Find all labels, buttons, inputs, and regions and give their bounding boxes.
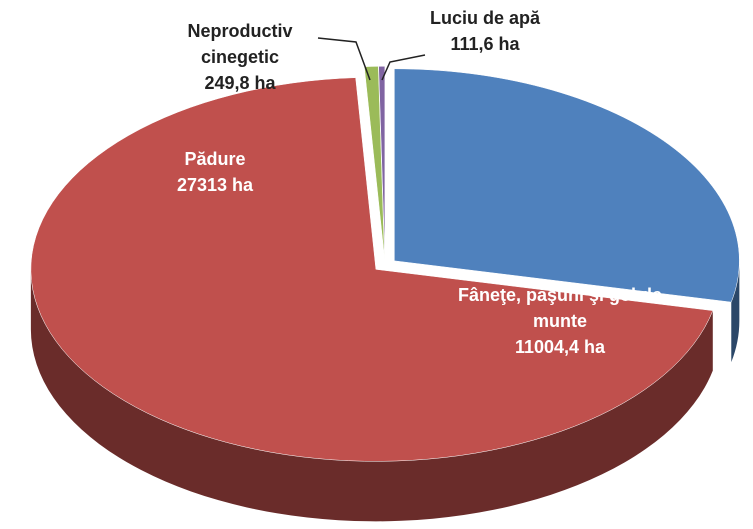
- value-label: 11004,4 ha: [514, 337, 606, 357]
- slice-side: [30, 269, 713, 522]
- category-label: Neproductiv cinegetic: [187, 21, 293, 67]
- category-label: Luciu de apă: [429, 8, 541, 28]
- slice: [30, 77, 714, 522]
- slice-label: Neproductiv cinegetic 249,8 ha: [160, 18, 320, 96]
- slice-side: [731, 260, 740, 363]
- leader-line: [317, 37, 371, 81]
- slice-label: Fâneţe, păşuni şi gol de munte 11004,4 h…: [455, 282, 665, 360]
- slice-top: [378, 66, 386, 259]
- category-label: Fâneţe, păşuni şi gol de munte: [457, 285, 663, 331]
- slice-top: [394, 68, 740, 303]
- value-label: 249,8 ha: [204, 73, 276, 93]
- slice-top: [30, 77, 714, 462]
- slice: [378, 66, 386, 259]
- value-label: 111,6 ha: [450, 34, 520, 54]
- slices: [30, 66, 740, 522]
- slice-label: Luciu de apă 111,6 ha: [410, 5, 560, 57]
- category-label: Pădure: [184, 149, 246, 169]
- value-label: 27313 ha: [176, 175, 254, 195]
- slice: [394, 68, 740, 363]
- leader-line: [381, 54, 426, 81]
- slice-label: Pădure 27313 ha: [130, 146, 300, 198]
